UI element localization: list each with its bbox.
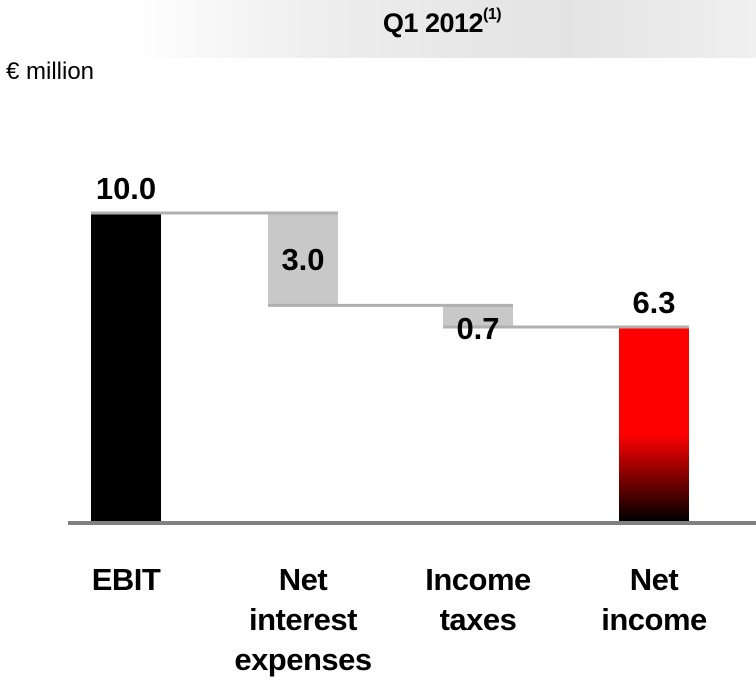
value-label-2: 0.7	[456, 311, 499, 346]
category-label-0: EBIT	[91, 562, 161, 597]
category-label-3: Net income	[601, 562, 707, 637]
value-label-3: 6.3	[632, 285, 675, 320]
unit-label: € million	[6, 58, 95, 85]
bar-0	[91, 213, 161, 521]
bar-3	[619, 326, 689, 521]
value-label-0: 10.0	[96, 171, 156, 206]
bar-1	[268, 213, 338, 306]
category-label-2: Income taxes	[425, 562, 531, 637]
title-footnote: (1)	[483, 6, 502, 23]
title-text: Q1 2012	[382, 8, 484, 38]
category-label-1: Net interest expenses	[234, 562, 372, 677]
chart-title: Q1 2012(1)	[128, 6, 756, 39]
header-band	[128, 0, 756, 58]
value-label-1: 3.0	[281, 242, 324, 277]
bar-2	[443, 305, 513, 327]
